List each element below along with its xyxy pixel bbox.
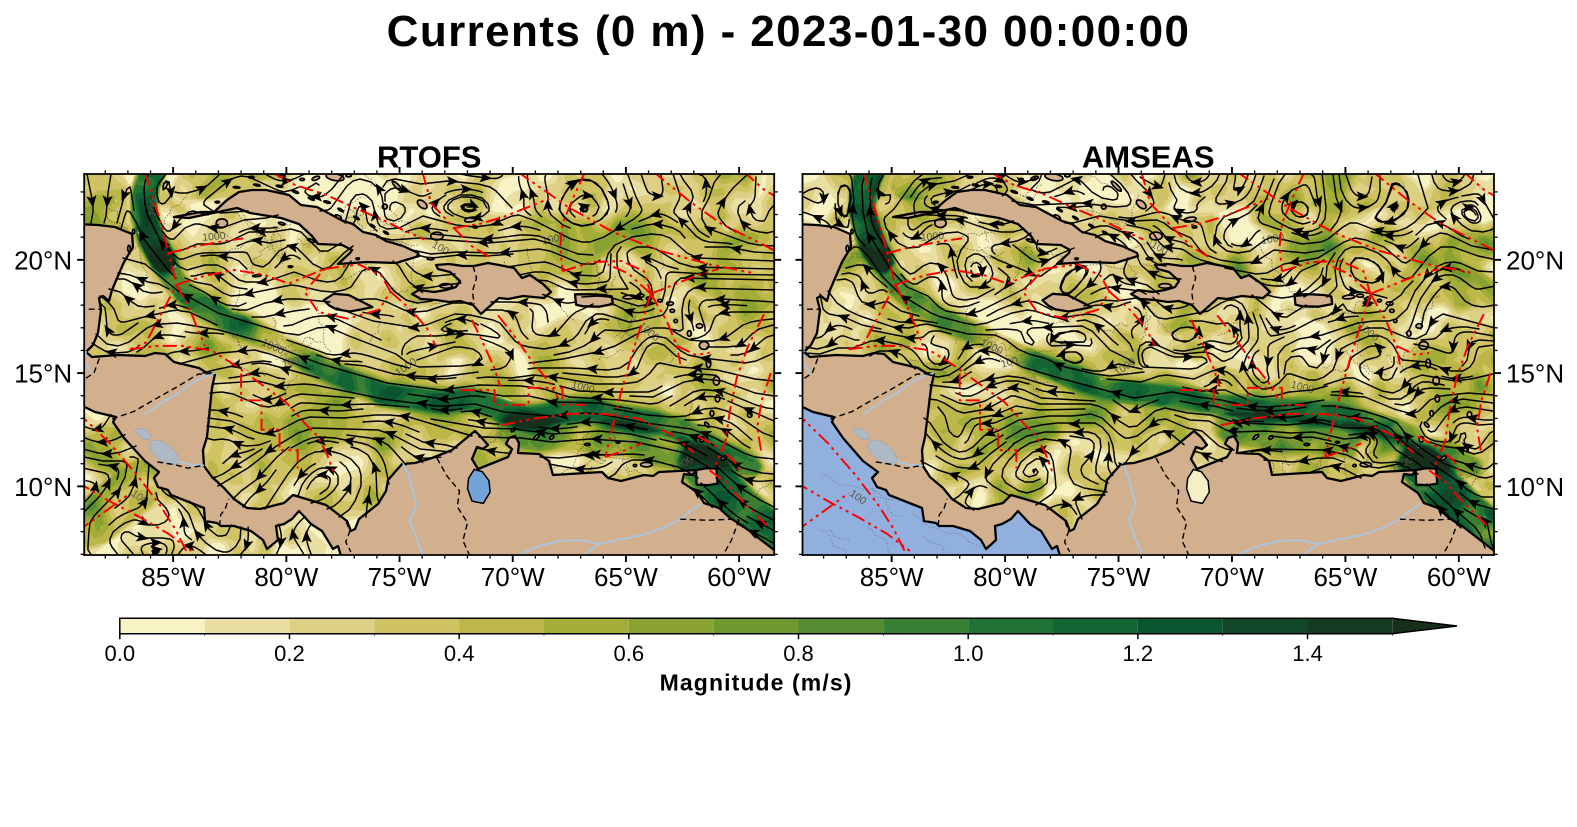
svg-text:1.2: 1.2 (1123, 641, 1154, 666)
svg-text:65°W: 65°W (594, 562, 658, 592)
svg-text:AMSEAS: AMSEAS (1082, 140, 1215, 175)
svg-text:80°W: 80°W (254, 562, 318, 592)
svg-text:80°W: 80°W (973, 562, 1037, 592)
svg-text:0.4: 0.4 (444, 641, 475, 666)
svg-text:20°N: 20°N (1506, 245, 1564, 275)
svg-text:85°W: 85°W (141, 562, 205, 592)
svg-text:75°W: 75°W (1087, 562, 1151, 592)
svg-text:Magnitude (m/s): Magnitude (m/s) (660, 669, 853, 695)
svg-text:0.2: 0.2 (274, 641, 305, 666)
svg-text:1000: 1000 (920, 230, 944, 244)
svg-text:15°N: 15°N (1506, 359, 1564, 389)
svg-text:10°N: 10°N (1506, 472, 1564, 502)
svg-text:65°W: 65°W (1313, 562, 1377, 592)
svg-text:1.4: 1.4 (1292, 641, 1323, 666)
svg-text:70°W: 70°W (481, 562, 545, 592)
svg-text:RTOFS: RTOFS (377, 140, 482, 175)
svg-text:0.6: 0.6 (614, 641, 645, 666)
svg-text:1.0: 1.0 (953, 641, 984, 666)
svg-text:Currents (0 m) - 2023-01-30 00: Currents (0 m) - 2023-01-30 00:00:00 (387, 7, 1191, 56)
svg-text:0.8: 0.8 (783, 641, 814, 666)
svg-text:0.0: 0.0 (105, 641, 136, 666)
svg-text:85°W: 85°W (860, 562, 924, 592)
svg-text:60°W: 60°W (1427, 562, 1491, 592)
svg-text:75°W: 75°W (368, 562, 432, 592)
svg-text:15°N: 15°N (14, 359, 72, 389)
svg-text:70°W: 70°W (1200, 562, 1264, 592)
svg-text:1000: 1000 (202, 230, 226, 244)
svg-text:10°N: 10°N (14, 472, 72, 502)
svg-text:20°N: 20°N (14, 245, 72, 275)
svg-text:60°W: 60°W (707, 562, 771, 592)
